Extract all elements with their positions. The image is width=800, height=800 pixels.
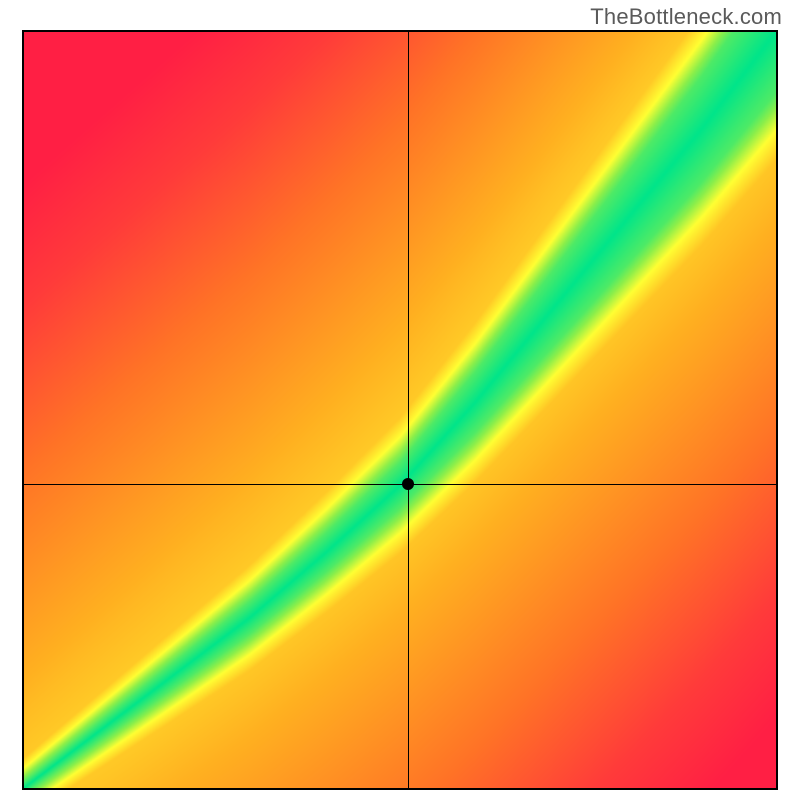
crosshair-marker bbox=[402, 478, 414, 490]
crosshair-vertical bbox=[408, 32, 409, 788]
heatmap-canvas bbox=[24, 32, 776, 788]
crosshair-horizontal bbox=[24, 484, 776, 485]
chart-frame bbox=[22, 30, 778, 790]
watermark-text: TheBottleneck.com bbox=[590, 4, 782, 30]
